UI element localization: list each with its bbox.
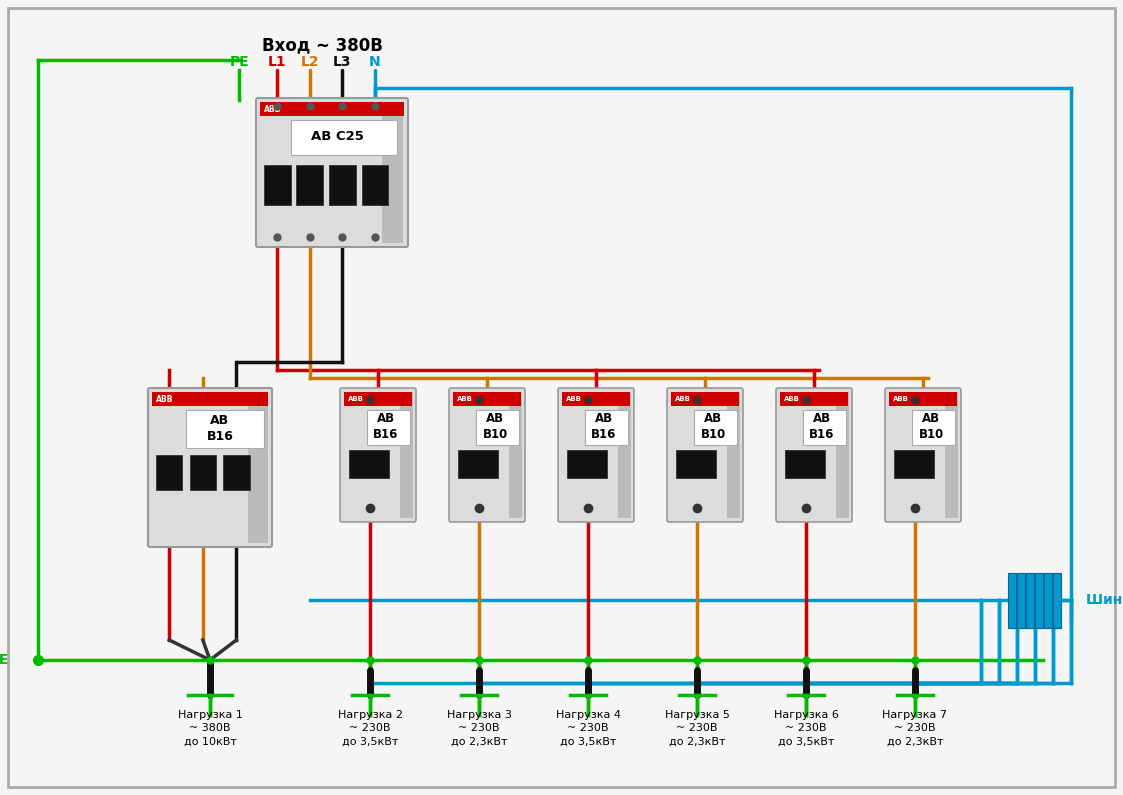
Bar bbox=[585, 410, 629, 445]
Text: ABB: ABB bbox=[675, 396, 691, 402]
Bar bbox=[458, 450, 497, 478]
Bar bbox=[400, 392, 412, 518]
FancyBboxPatch shape bbox=[667, 388, 743, 522]
Bar bbox=[156, 455, 182, 490]
Text: L2: L2 bbox=[301, 55, 319, 69]
Bar bbox=[676, 450, 715, 478]
Bar bbox=[296, 165, 323, 205]
Text: АВ
В16: АВ В16 bbox=[373, 413, 399, 441]
Bar bbox=[264, 165, 291, 205]
Text: Шина N: Шина N bbox=[1086, 593, 1123, 607]
Bar bbox=[803, 410, 847, 445]
Bar bbox=[453, 392, 521, 406]
Text: АВ
В10: АВ В10 bbox=[919, 413, 943, 441]
FancyBboxPatch shape bbox=[449, 388, 524, 522]
Bar bbox=[618, 392, 630, 518]
Text: ABB: ABB bbox=[156, 394, 173, 404]
Text: Нагрузка 1
~ 380В
до 10кВт: Нагрузка 1 ~ 380В до 10кВт bbox=[177, 710, 243, 747]
Bar bbox=[889, 392, 957, 406]
Bar bbox=[562, 392, 630, 406]
Bar bbox=[509, 392, 521, 518]
Bar bbox=[694, 410, 738, 445]
Bar bbox=[780, 392, 848, 406]
Bar bbox=[567, 450, 606, 478]
Text: АВ
В16: АВ В16 bbox=[207, 414, 234, 444]
Text: Нагрузка 2
~ 230В
до 3,5кВт: Нагрузка 2 ~ 230В до 3,5кВт bbox=[338, 710, 402, 747]
Bar bbox=[186, 410, 264, 448]
Text: Нагрузка 5
~ 230В
до 2,3кВт: Нагрузка 5 ~ 230В до 2,3кВт bbox=[665, 710, 730, 747]
FancyBboxPatch shape bbox=[256, 98, 408, 247]
Bar bbox=[248, 392, 267, 543]
Text: ABB: ABB bbox=[348, 396, 364, 402]
Bar bbox=[1008, 572, 1016, 627]
Text: L3: L3 bbox=[334, 55, 351, 69]
Text: ABB: ABB bbox=[784, 396, 800, 402]
Bar bbox=[1035, 572, 1043, 627]
Bar bbox=[291, 120, 398, 155]
FancyBboxPatch shape bbox=[776, 388, 852, 522]
Bar bbox=[261, 102, 404, 116]
Text: Нагрузка 3
~ 230В
до 2,3кВт: Нагрузка 3 ~ 230В до 2,3кВт bbox=[447, 710, 511, 747]
Text: Вход ~ 380В: Вход ~ 380В bbox=[262, 36, 383, 54]
Bar bbox=[362, 165, 389, 205]
Bar bbox=[1044, 572, 1052, 627]
Bar bbox=[367, 410, 410, 445]
Bar bbox=[152, 392, 268, 406]
Bar bbox=[1026, 572, 1034, 627]
Text: АВ
В10: АВ В10 bbox=[483, 413, 508, 441]
Bar bbox=[190, 455, 216, 490]
Bar bbox=[344, 392, 412, 406]
Bar bbox=[382, 102, 403, 243]
Bar bbox=[912, 410, 956, 445]
Bar bbox=[1017, 572, 1025, 627]
Text: Нагрузка 4
~ 230В
до 3,5кВт: Нагрузка 4 ~ 230В до 3,5кВт bbox=[556, 710, 621, 747]
Bar bbox=[476, 410, 520, 445]
Text: N: N bbox=[369, 55, 381, 69]
Bar bbox=[785, 450, 824, 478]
Text: PE: PE bbox=[229, 55, 249, 69]
Text: Нагрузка 7
~ 230В
до 2,3кВт: Нагрузка 7 ~ 230В до 2,3кВт bbox=[883, 710, 948, 747]
Bar bbox=[223, 455, 249, 490]
Text: АВ С25: АВ С25 bbox=[311, 130, 364, 144]
Text: Шина PE: Шина PE bbox=[0, 653, 8, 667]
Text: АВ
В10: АВ В10 bbox=[701, 413, 725, 441]
Bar bbox=[894, 450, 934, 478]
Bar bbox=[1053, 572, 1061, 627]
Text: L1: L1 bbox=[268, 55, 286, 69]
Text: ABB: ABB bbox=[893, 396, 909, 402]
FancyBboxPatch shape bbox=[558, 388, 634, 522]
Text: ABB: ABB bbox=[457, 396, 473, 402]
Bar bbox=[727, 392, 740, 518]
Bar bbox=[349, 450, 389, 478]
Text: ABB: ABB bbox=[264, 104, 282, 114]
FancyBboxPatch shape bbox=[148, 388, 272, 547]
Text: Нагрузка 6
~ 230В
до 3,5кВт: Нагрузка 6 ~ 230В до 3,5кВт bbox=[774, 710, 839, 747]
Text: АВ
В16: АВ В16 bbox=[810, 413, 834, 441]
Bar bbox=[329, 165, 356, 205]
Text: ABB: ABB bbox=[566, 396, 582, 402]
Bar bbox=[944, 392, 958, 518]
Bar bbox=[672, 392, 739, 406]
FancyBboxPatch shape bbox=[885, 388, 961, 522]
Bar bbox=[836, 392, 849, 518]
FancyBboxPatch shape bbox=[340, 388, 416, 522]
Text: АВ
В16: АВ В16 bbox=[592, 413, 617, 441]
